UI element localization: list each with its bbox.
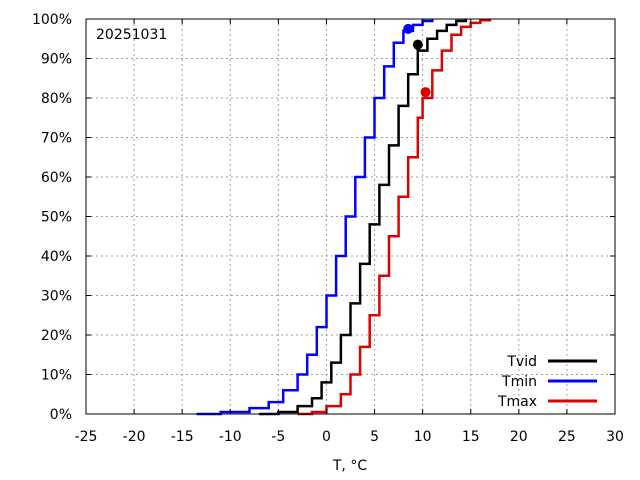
grid [86,19,615,414]
x-tick-label: 25 [558,429,576,445]
legend-label-tmin: Tmin [501,374,537,390]
y-tick-label: 40% [41,249,72,265]
axes-ticks [85,18,616,415]
series-line-tvid [259,19,468,416]
x-tick-label: -15 [171,429,194,445]
series-marker-tmin [403,23,414,34]
annotation: 20251031 [96,27,167,43]
x-tick-label: -5 [271,429,285,445]
series-line-tmin [196,19,434,416]
x-tick-label: 15 [462,429,480,445]
x-tick-label: 20 [510,429,528,445]
y-tick-label: 60% [41,170,72,186]
series-layer [196,18,492,416]
y-tick-label: 30% [41,289,72,305]
y-tick-label: 20% [41,328,72,344]
legend-label-tvid: Tvid [506,354,537,370]
y-tick-label: 0% [50,407,72,423]
y-tick-label: 70% [41,131,72,147]
x-tick-label: 30 [606,429,624,445]
y-tick-label: 10% [41,368,72,384]
x-tick-label: -20 [123,429,146,445]
series-marker-tvid [412,39,423,50]
x-tick-label: -25 [75,429,98,445]
legend-label-tmax: Tmax [497,394,537,410]
y-tick-label: 80% [41,91,72,107]
x-tick-label: 5 [370,429,379,445]
y-tick-label: 100% [32,12,72,28]
legend: Tvid Tmin Tmax [497,354,597,410]
x-tick-label: 10 [414,429,432,445]
series-line-tmax [297,18,492,416]
y-tick-label: 50% [41,210,72,226]
x-tick-label: -10 [219,429,242,445]
x-tick-label: 0 [322,429,331,445]
series-marker-tmax [420,87,431,98]
tick-labels: -25 -20 -15 -10 -5 0 5 10 15 20 25 30 0% 10% 20% 30% 40%… [32,12,624,445]
y-tick-label: 90% [41,52,72,68]
x-axis-label: T, °C [332,458,367,474]
